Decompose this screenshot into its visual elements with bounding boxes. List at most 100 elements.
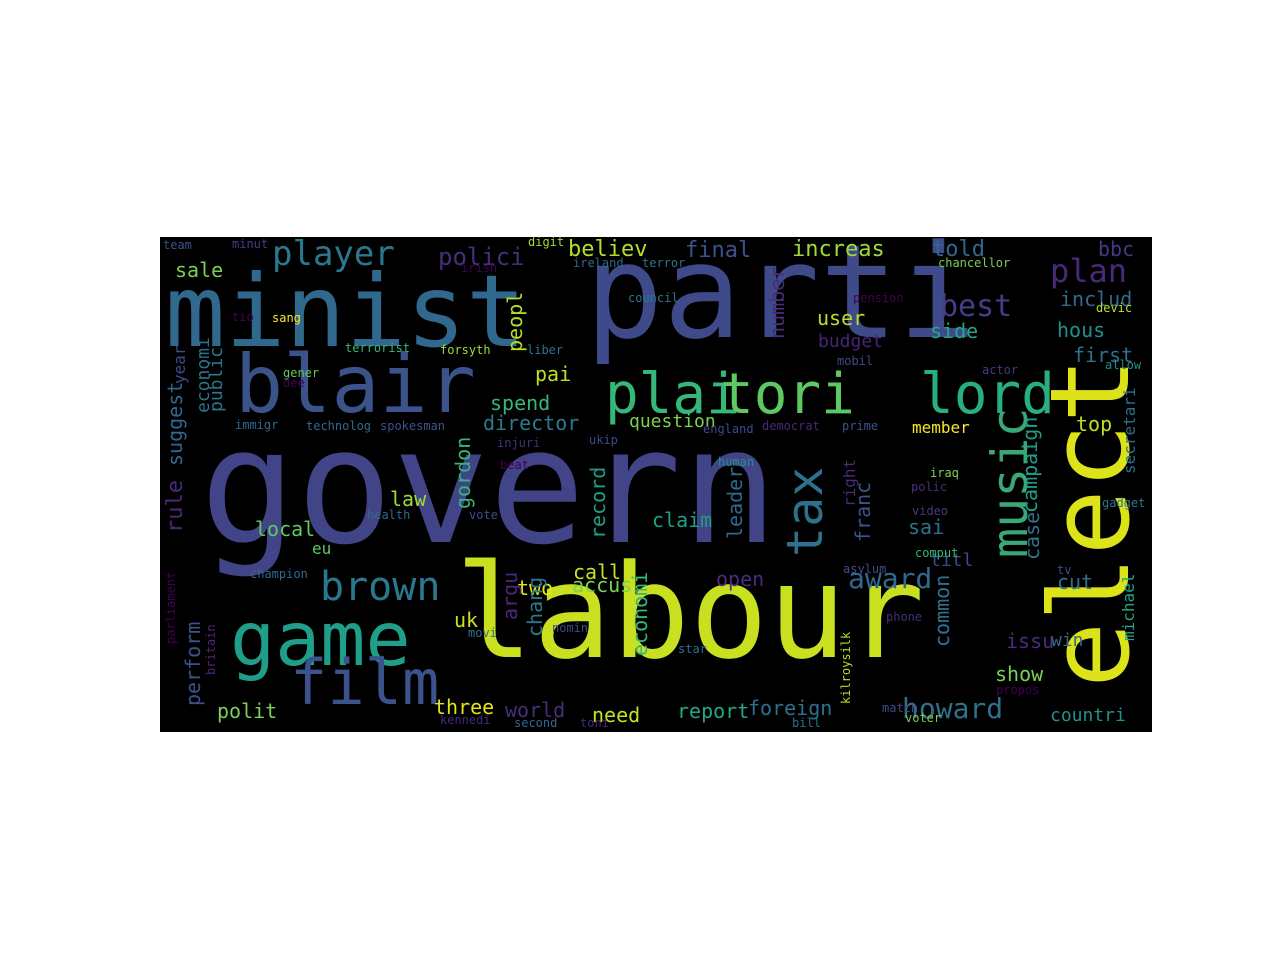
cloud-word: terror [642,256,686,270]
cloud-word: final [685,238,752,263]
cloud-word: sale [175,258,224,282]
cloud-word: toni [580,716,609,730]
cloud-word: side [930,319,979,343]
cloud-word: cut [1057,570,1094,594]
cloud-word: health [367,508,411,522]
cloud-word: bbc [1098,237,1135,261]
cloud-word: tax [776,466,834,557]
cloud-word: campaign [1018,416,1042,513]
cloud-word: report [677,699,750,723]
cloud-word: star [678,642,707,656]
cloud-word: first [1073,343,1134,367]
cloud-word: propos [996,683,1040,697]
cloud-word: pension [853,291,904,305]
cloud-word: member [912,418,970,437]
cloud-word: common [930,574,954,647]
cloud-word: budget [818,331,884,352]
cloud-word: howard [902,692,1004,725]
cloud-word: secretari [1120,387,1139,474]
cloud-word: pai [535,362,572,386]
cloud-word: movi [468,626,497,640]
cloud-word: world [505,698,566,722]
cloud-word: liber [527,343,564,357]
cloud-word: call [573,560,622,584]
cloud-word: countri [1050,705,1126,726]
cloud-word: video [912,504,949,518]
cloud-word: film [290,646,440,719]
cloud-word: govern [200,393,778,580]
cloud-word: technolog [306,419,372,433]
cloud-word: chang [523,576,547,637]
cloud-word: forsyth [440,343,491,357]
cloud-word: lord [920,362,1055,427]
cloud-word: claim [652,508,713,532]
cloud-word: show [995,662,1044,686]
cloud-word: perform [181,621,205,706]
cloud-word: believ [568,237,648,262]
cloud-word: comput [915,546,959,560]
cloud-word: immigr [235,418,279,432]
cloud-word: case [1020,511,1044,560]
cloud-word: minut [232,237,269,251]
cloud-word: best [940,289,1013,324]
cloud-word: digit [528,237,565,249]
cloud-word: chancellor [938,256,1011,270]
cloud-word: minist [165,253,527,370]
cloud-word: record [586,466,610,539]
cloud-word: prime [842,419,879,433]
cloud-word: team [163,238,192,252]
cloud-word: polic [911,480,948,494]
cloud-word: iraq [930,466,959,480]
cloud-word: terrorist [345,341,411,355]
cloud-word: peopl [503,291,527,352]
cloud-word: accus [572,573,633,597]
cloud-word: hous [1057,318,1106,342]
cloud-word: match [882,701,919,715]
cloud-word: sai [908,515,945,539]
cloud-word: gordon [451,436,475,509]
cloud-word: nomin [552,621,589,635]
cloud-word: champion [250,567,308,581]
cloud-word: parliament [164,571,178,644]
cloud-word: kilroysilk [839,631,853,704]
cloud-word: voter [905,711,942,725]
cloud-word: ireland [573,256,624,270]
cloud-word: kennedi [440,713,491,727]
cloud-word: injuri [497,436,541,450]
cloud-word: uk [454,608,479,632]
cloud-word: dee [283,376,305,390]
cloud-word: human [718,455,755,469]
cloud-word: includ [1060,287,1133,311]
cloud-word: three [434,695,495,719]
cloud-word: top [1076,412,1113,436]
cloud-word: award [848,562,933,595]
cloud-word: parti [585,237,977,368]
cloud-word: titl [930,550,974,571]
cloud-word: economi [628,571,652,656]
cloud-word: director [483,411,580,435]
cloud-word: plai [605,362,740,427]
cloud-word: tio [232,310,254,324]
cloud-word: irish [461,261,498,275]
cloud-word: council [628,291,679,305]
cloud-word: spend [490,391,551,415]
cloud-word: argu [498,571,522,620]
cloud-word: suggest [163,381,187,466]
cloud-word: spokesman [380,419,446,433]
cloud-word: game [230,595,411,683]
cloud-word: leader [723,466,747,539]
cloud-word: labour [455,536,925,688]
cloud-word: mobil [837,354,874,368]
cloud-word: issu [1006,629,1055,653]
cloud-word: economi [193,337,214,413]
cloud-word: two [517,576,554,600]
cloud-word: right [840,458,859,507]
cloud-word: law [390,487,427,511]
cloud-word: second [514,716,558,730]
word-cloud: govern labour parti minist elect blair game fil… [160,237,1152,732]
cloud-word: increas [792,237,885,262]
cloud-word: eu [312,539,332,558]
cloud-word: year [170,345,189,384]
cloud-word: polici [438,243,525,271]
cloud-word: sang [272,311,301,325]
